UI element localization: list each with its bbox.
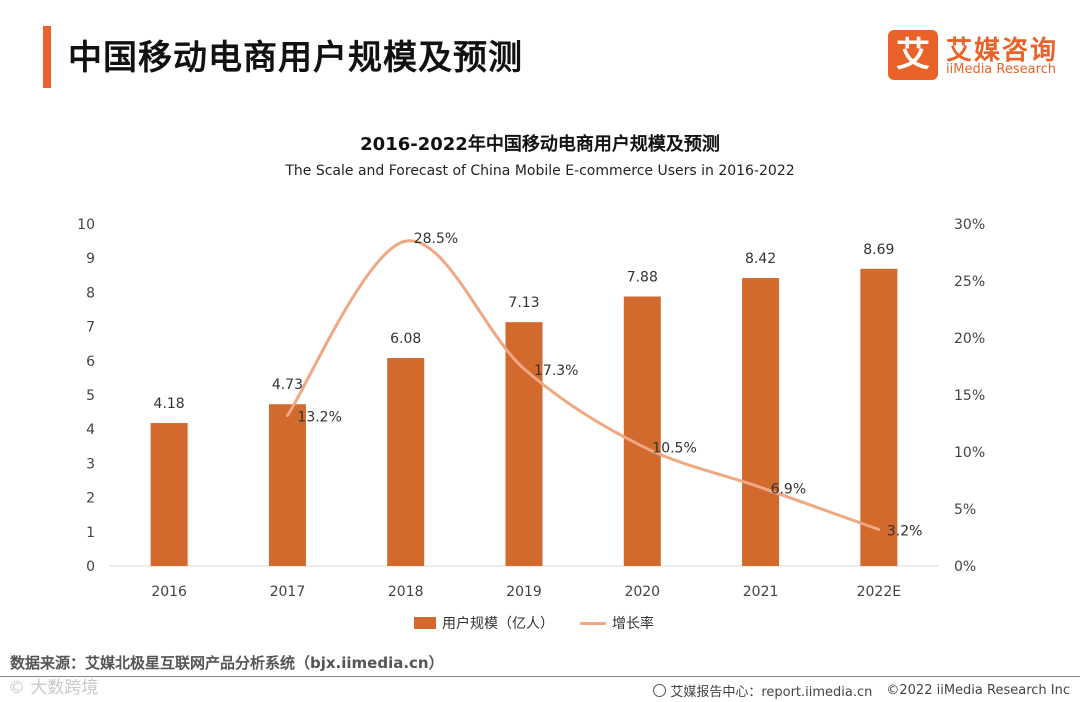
footer-divider [0, 676, 1080, 677]
y-left-tick-label: 1 [86, 525, 95, 541]
y-right-tick-label: 20% [954, 331, 985, 347]
data-source-note: 数据来源：艾媒北极星互联网产品分析系统（bjx.iimedia.cn） [10, 654, 444, 672]
chart-title: 2016-2022年中国移动电商用户规模及预测 [360, 134, 720, 155]
bar [505, 322, 543, 566]
bar [742, 278, 780, 566]
y-left-tick-label: 3 [86, 456, 95, 472]
logo-mark-icon: 艾 [888, 30, 938, 80]
bar [268, 404, 306, 566]
globe-icon [653, 684, 667, 697]
growth-rate-label: 28.5% [414, 231, 458, 247]
growth-rate-label: 10.5% [652, 440, 696, 456]
bar-value-label: 4.18 [154, 396, 185, 412]
footer-credits: 艾媒报告中心：report.iimedia.cn ©2022 iiMedia R… [653, 681, 1070, 700]
iimedia-logo: 艾 艾媒咨询 iiMedia Research [888, 30, 1068, 82]
bar-value-label: 8.42 [745, 251, 776, 267]
x-tick-label: 2016 [151, 584, 187, 600]
legend-line-swatch [580, 621, 606, 625]
y-right-tick-label: 15% [954, 388, 985, 404]
y-right-tick-label: 30% [954, 217, 985, 233]
y-left-tick-label: 9 [86, 251, 95, 267]
logo-english-name: iiMedia Research [946, 62, 1057, 77]
legend-item-users: 用户规模（亿人） [414, 613, 554, 633]
legend-label-growth: 增长率 [612, 616, 654, 632]
legend-item-growth: 增长率 [580, 613, 654, 633]
chart-subtitle: The Scale and Forecast of China Mobile E… [285, 163, 795, 179]
x-tick-label: 2020 [624, 584, 660, 600]
bar [860, 268, 898, 566]
bar-value-label: 4.73 [272, 377, 303, 393]
y-left-tick-label: 8 [86, 285, 95, 301]
report-center-link[interactable]: 艾媒报告中心：report.iimedia.cn [670, 685, 873, 700]
y-right-tick-label: 25% [954, 274, 985, 290]
y-left-tick-label: 6 [86, 354, 95, 370]
bar-value-label: 8.69 [863, 242, 894, 258]
x-tick-label: 2019 [506, 584, 542, 600]
bar [150, 423, 188, 566]
y-left-tick-label: 7 [86, 320, 95, 336]
logo-chinese-name: 艾媒咨询 [946, 36, 1059, 66]
bar-value-label: 7.88 [627, 270, 658, 286]
title-accent-bar [43, 26, 51, 88]
y-left-tick-label: 5 [86, 388, 95, 404]
y-left-tick-label: 10 [77, 217, 95, 233]
x-tick-label: 2018 [388, 584, 424, 600]
page-title: 中国移动电商用户规模及预测 [68, 38, 523, 78]
y-right-tick-label: 5% [954, 502, 976, 518]
x-tick-label: 2021 [743, 584, 779, 600]
y-left-tick-label: 0 [86, 559, 95, 575]
x-tick-label: 2017 [270, 584, 306, 600]
bar [623, 296, 661, 566]
bar-value-label: 6.08 [390, 331, 421, 347]
growth-rate-label: 6.9% [771, 481, 807, 497]
chart-legend: 用户规模（亿人） 增长率 [0, 613, 1080, 633]
y-right-tick-label: 0% [954, 559, 976, 575]
y-left-tick-label: 4 [86, 422, 95, 438]
growth-rate-line [285, 239, 881, 532]
x-tick-label: 2022E [857, 584, 901, 600]
watermark: © 大数跨境 [8, 678, 99, 698]
y-right-tick-label: 10% [954, 445, 985, 461]
growth-rate-label: 3.2% [887, 524, 923, 540]
copyright-text: ©2022 iiMedia Research Inc [886, 683, 1070, 698]
legend-bar-swatch [414, 617, 436, 629]
growth-rate-label: 17.3% [534, 363, 578, 379]
bar-value-label: 7.13 [508, 295, 539, 311]
growth-rate-label: 13.2% [297, 410, 341, 426]
bar [387, 358, 425, 566]
y-left-tick-label: 2 [86, 491, 95, 507]
legend-label-users: 用户规模（亿人） [442, 616, 554, 632]
